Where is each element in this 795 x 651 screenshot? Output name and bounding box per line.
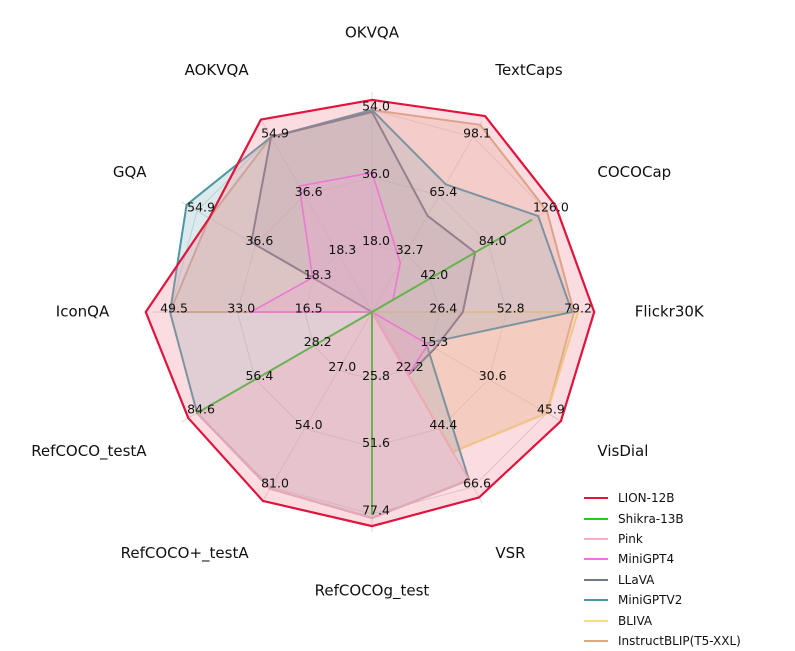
series-shikra-13b (196, 219, 533, 515)
axis-label-iconqa: IconQA (56, 303, 110, 321)
axis-label-vsr: VSR (495, 544, 525, 562)
tick-label: 44.4 (429, 417, 457, 432)
tick-label: 49.5 (160, 301, 188, 316)
tick-label: 98.1 (463, 126, 491, 141)
axis-label-flickr30k: Flickr30K (635, 303, 705, 321)
tick-label: 54.0 (295, 417, 323, 432)
legend: LION-12B Shikra-13B Pink MiniGPT4 LLaVA MiniG… (584, 488, 789, 651)
tick-label: 36.6 (295, 184, 323, 199)
tick-label: 18.3 (304, 267, 332, 282)
tick-label: 45.9 (537, 402, 565, 417)
axis-label-refcoco-testa: RefCOCO+_testA (121, 544, 250, 563)
legend-label: Pink (618, 531, 643, 546)
axis-label-visdial: VisDial (597, 442, 648, 460)
tick-label: 84.6 (187, 402, 215, 417)
spoke-refcoco-testa (261, 311, 373, 503)
tick-label: 26.4 (429, 301, 457, 316)
axis-label-aokvqa: AOKVQA (185, 61, 250, 79)
legend-swatch (584, 578, 608, 581)
legend-label: InstructBLIP(T5-XXL) (618, 633, 741, 648)
axis-labels: OKVQA TextCaps COCOCap Flickr30K VisDial VSR R… (31, 24, 705, 601)
legend-swatch (584, 537, 608, 540)
legend-item-minigpt4: MiniGPT4 (584, 549, 789, 569)
tick-label: 33.0 (227, 301, 255, 316)
legend-swatch (584, 599, 608, 602)
tick-label: 77.4 (362, 503, 390, 518)
spoke-aokvqa (261, 121, 373, 313)
tick-label: 51.6 (362, 435, 390, 450)
tick-label: 22.2 (396, 359, 424, 374)
axis-label-refcoco-testa: RefCOCO_testA (31, 442, 147, 461)
axis-label-okvqa: OKVQA (345, 24, 400, 42)
series-layer (144, 98, 596, 528)
tick-label: 66.6 (463, 475, 491, 490)
spoke-textcaps (371, 121, 483, 313)
tick-label: 84.0 (479, 233, 507, 248)
tick-label: 54.9 (261, 126, 289, 141)
series-llava (250, 111, 477, 376)
legend-item-bliva: BLIVA (584, 610, 789, 630)
tick-label: 65.4 (429, 184, 457, 199)
legend-swatch (584, 619, 608, 622)
legend-item-pink: Pink (584, 529, 789, 549)
legend-item-llava: LLaVA (584, 570, 789, 590)
legend-label: LLaVA (618, 572, 655, 587)
tick-label: 18.3 (328, 242, 356, 257)
tick-label: 25.8 (362, 368, 390, 383)
tick-label: 28.2 (304, 334, 332, 349)
tick-label: 79.2 (564, 301, 592, 316)
legend-swatch (584, 558, 608, 561)
tick-label: 27.0 (328, 359, 356, 374)
tick-label: 36.6 (245, 233, 273, 248)
legend-item-lion-12b: LION-12B (584, 488, 789, 508)
axis-label-cococap: COCOCap (597, 163, 671, 181)
legend-swatch (584, 517, 608, 520)
legend-item-shikra-13b: Shikra-13B (584, 508, 789, 528)
legend-item-minigptv2: MiniGPTV2 (584, 590, 789, 610)
tick-labels: 18.0 36.0 54.0 32.7 65.4 98.1 42.0 84.0 126.0 26.… (160, 99, 592, 518)
tick-label: 42.0 (420, 267, 448, 282)
legend-label: LION-12B (618, 491, 675, 506)
legend-label: BLIVA (618, 613, 653, 628)
legend-swatch (584, 639, 608, 642)
tick-label: 54.9 (187, 200, 215, 215)
tick-label: 52.8 (497, 301, 525, 316)
legend-label: MiniGPT4 (618, 552, 675, 567)
tick-label: 81.0 (261, 475, 289, 490)
tick-label: 56.4 (245, 368, 273, 383)
tick-label: 15.3 (420, 334, 448, 349)
axis-label-textcaps: TextCaps (494, 61, 563, 79)
legend-swatch (584, 497, 608, 500)
axis-label-refcocog-test: RefCOCOg_test (315, 581, 430, 600)
legend-label: Shikra-13B (618, 511, 684, 526)
tick-label: 54.0 (362, 99, 390, 114)
series-lion-12b (144, 98, 596, 528)
tick-label: 36.0 (362, 166, 390, 181)
legend-item-instructblip-t5-xxl: InstructBLIP(T5-XXL) (584, 631, 789, 651)
tick-label: 18.0 (362, 233, 390, 248)
tick-label: 30.6 (479, 368, 507, 383)
axis-label-gqa: GQA (113, 163, 147, 181)
tick-label: 16.5 (295, 301, 323, 316)
legend-label: MiniGPTV2 (618, 593, 683, 608)
tick-label: 126.0 (533, 200, 569, 215)
tick-label: 32.7 (396, 242, 424, 257)
